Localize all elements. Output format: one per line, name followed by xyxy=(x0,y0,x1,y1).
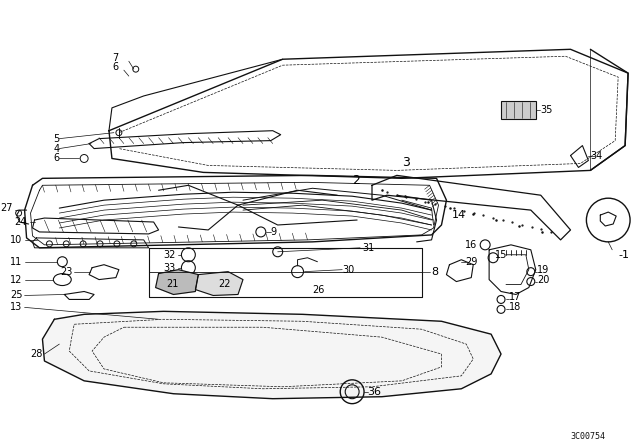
Text: 20: 20 xyxy=(537,275,549,284)
Text: 7: 7 xyxy=(113,53,119,63)
Text: 27: 27 xyxy=(0,203,13,213)
Text: 9: 9 xyxy=(271,227,277,237)
Text: 19: 19 xyxy=(537,265,549,275)
Text: 10: 10 xyxy=(10,235,22,245)
Polygon shape xyxy=(195,271,243,296)
Text: 29: 29 xyxy=(465,257,477,267)
Polygon shape xyxy=(42,311,501,399)
Text: 18: 18 xyxy=(509,302,521,312)
Text: 6: 6 xyxy=(113,62,119,72)
Text: 14: 14 xyxy=(451,210,465,220)
Text: -1: -1 xyxy=(618,250,629,260)
Text: 13: 13 xyxy=(10,302,22,312)
Text: 4: 4 xyxy=(53,143,60,154)
Text: 6: 6 xyxy=(53,154,60,164)
Text: 3: 3 xyxy=(402,156,410,169)
Text: 8: 8 xyxy=(431,267,438,277)
Text: 11: 11 xyxy=(10,257,22,267)
Text: 35: 35 xyxy=(541,105,553,115)
Text: 31: 31 xyxy=(362,243,374,253)
Text: 24: 24 xyxy=(14,217,27,227)
Text: 23: 23 xyxy=(60,267,72,277)
Text: 26: 26 xyxy=(312,284,325,294)
Text: 32: 32 xyxy=(163,250,175,260)
Text: 22: 22 xyxy=(218,279,230,289)
Text: 17: 17 xyxy=(509,293,522,302)
Text: 25: 25 xyxy=(10,290,22,301)
FancyBboxPatch shape xyxy=(501,101,536,119)
Text: 28: 28 xyxy=(30,349,42,359)
Text: 34: 34 xyxy=(590,151,603,160)
Text: 33: 33 xyxy=(163,263,175,273)
Text: 3C00754: 3C00754 xyxy=(570,432,605,441)
Text: 36: 36 xyxy=(367,387,381,397)
Text: 21: 21 xyxy=(166,279,179,289)
Text: 5: 5 xyxy=(53,134,60,144)
Text: 2: 2 xyxy=(352,174,360,187)
Polygon shape xyxy=(156,270,198,294)
Text: 15: 15 xyxy=(495,250,508,260)
Text: 16: 16 xyxy=(465,240,477,250)
Text: 12: 12 xyxy=(10,275,22,284)
Text: 30: 30 xyxy=(342,265,355,275)
